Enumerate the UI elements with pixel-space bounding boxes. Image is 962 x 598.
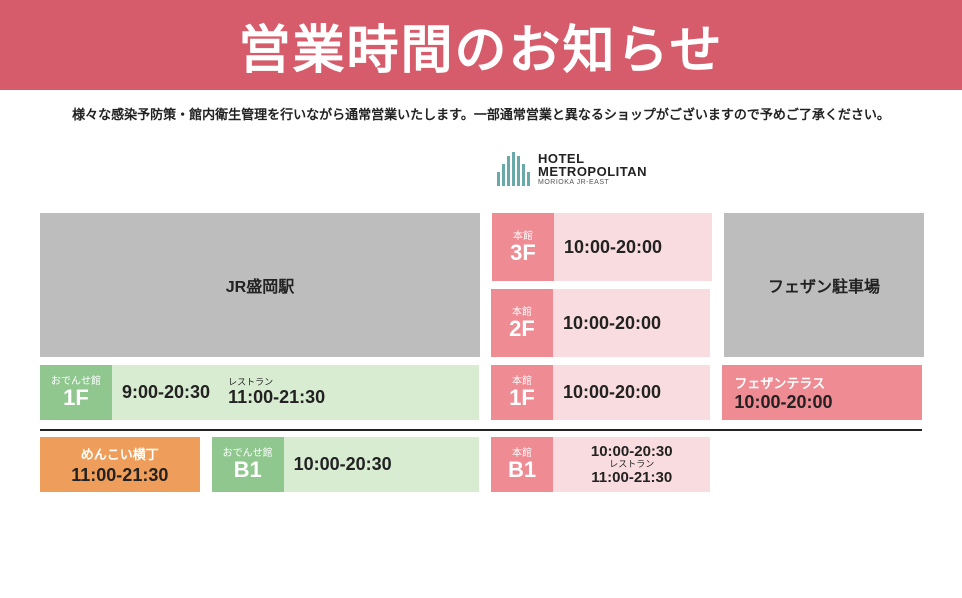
parking-label: フェザン駐車場 xyxy=(768,273,880,297)
hotel-subline: MORIOKA JR-EAST xyxy=(538,179,647,186)
cell-main-2f: 本館 2F 10:00-20:00 xyxy=(491,289,710,357)
time-text: 10:00-20:00 xyxy=(563,382,661,403)
spacer xyxy=(722,437,922,492)
jr-station-block: JR盛岡駅 xyxy=(40,213,480,357)
time-text-2: 11:00-21:30 xyxy=(228,387,325,408)
flag-floor: B1 xyxy=(234,459,262,481)
flag-floor: 2F xyxy=(509,318,535,340)
parking-block: フェザン駐車場 xyxy=(724,213,924,357)
hotel-logo: HOTEL METROPOLITAN MORIOKA JR-EAST xyxy=(491,133,710,205)
cell-odense-1f: おでんせ館 1F 9:00-20:30 レストラン 11:00-21:30 xyxy=(40,365,479,420)
cell-body: 9:00-20:30 レストラン 11:00-21:30 xyxy=(112,365,479,420)
fezan-terrace-label: フェザンテラス xyxy=(734,373,910,392)
hotel-logo-cell: HOTEL METROPOLITAN MORIOKA JR-EAST xyxy=(491,133,710,205)
time-text: 10:00-20:00 xyxy=(564,237,662,258)
restaurant-label: レストラン xyxy=(228,378,325,387)
flag-main-b1: 本館 B1 xyxy=(491,437,553,492)
spacer xyxy=(40,133,479,205)
cell-main-1f: 本館 1F 10:00-20:00 xyxy=(491,365,710,420)
menkoi-body: めんこい横丁 11:00-21:30 xyxy=(40,437,200,492)
restaurant-label: レストラン xyxy=(609,460,654,469)
cell-body: 10:00-20:00 xyxy=(553,289,710,357)
flag-main-1f: 本館 1F xyxy=(491,365,553,420)
cell-body: 10:00-20:00 xyxy=(554,213,712,281)
hotel-name-1: HOTEL xyxy=(538,152,647,166)
time-text-1: 9:00-20:30 xyxy=(122,382,210,403)
jr-station-label: JR盛岡駅 xyxy=(226,273,294,297)
cell-odense-b1: おでんせ館 B1 10:00-20:30 xyxy=(212,437,479,492)
schedule-grid: HOTEL METROPOLITAN MORIOKA JR-EAST JR盛岡駅… xyxy=(0,133,962,492)
hotel-name-2: METROPOLITAN xyxy=(538,165,647,179)
time-text-2: 11:00-21:30 xyxy=(591,469,672,486)
flag-odense-b1: おでんせ館 B1 xyxy=(212,437,284,492)
flag-floor: B1 xyxy=(508,459,536,481)
title-banner: 営業時間のお知らせ xyxy=(0,0,962,90)
cell-main-3f: 本館 3F 10:00-20:00 xyxy=(492,213,712,281)
title-text: 営業時間のお知らせ xyxy=(239,8,724,83)
cell-menkoi: めんこい横丁 11:00-21:30 xyxy=(40,437,200,492)
time-text: 10:00-20:00 xyxy=(563,313,661,334)
cell-body: 10:00-20:30 レストラン 11:00-21:30 xyxy=(553,437,710,492)
cell-fezan-terrace: フェザンテラス 10:00-20:00 xyxy=(722,365,922,420)
notice-text: 様々な感染予防策・館内衛生管理を行いながら通常営業いたします。一部通常営業と異な… xyxy=(0,90,962,133)
flag-main-2f: 本館 2F xyxy=(491,289,553,357)
flag-floor: 1F xyxy=(63,387,89,409)
hotel-logo-icon xyxy=(497,152,530,186)
menkoi-time: 11:00-21:30 xyxy=(71,465,168,486)
cell-main-b1: 本館 B1 10:00-20:30 レストラン 11:00-21:30 xyxy=(491,437,710,492)
cell-body: 10:00-20:00 xyxy=(553,365,710,420)
time-text-1: 10:00-20:30 xyxy=(591,443,673,460)
menkoi-label: めんこい横丁 xyxy=(81,444,159,463)
flag-floor: 1F xyxy=(509,387,535,409)
time-text: 10:00-20:30 xyxy=(294,454,392,475)
divider xyxy=(40,428,922,431)
cell-body: 10:00-20:30 xyxy=(284,437,479,492)
spacer xyxy=(722,133,922,205)
flag-main-3f: 本館 3F xyxy=(492,213,554,281)
fezan-terrace-time: 10:00-20:00 xyxy=(734,392,910,413)
flag-odense-1f: おでんせ館 1F xyxy=(40,365,112,420)
flag-floor: 3F xyxy=(510,242,536,264)
